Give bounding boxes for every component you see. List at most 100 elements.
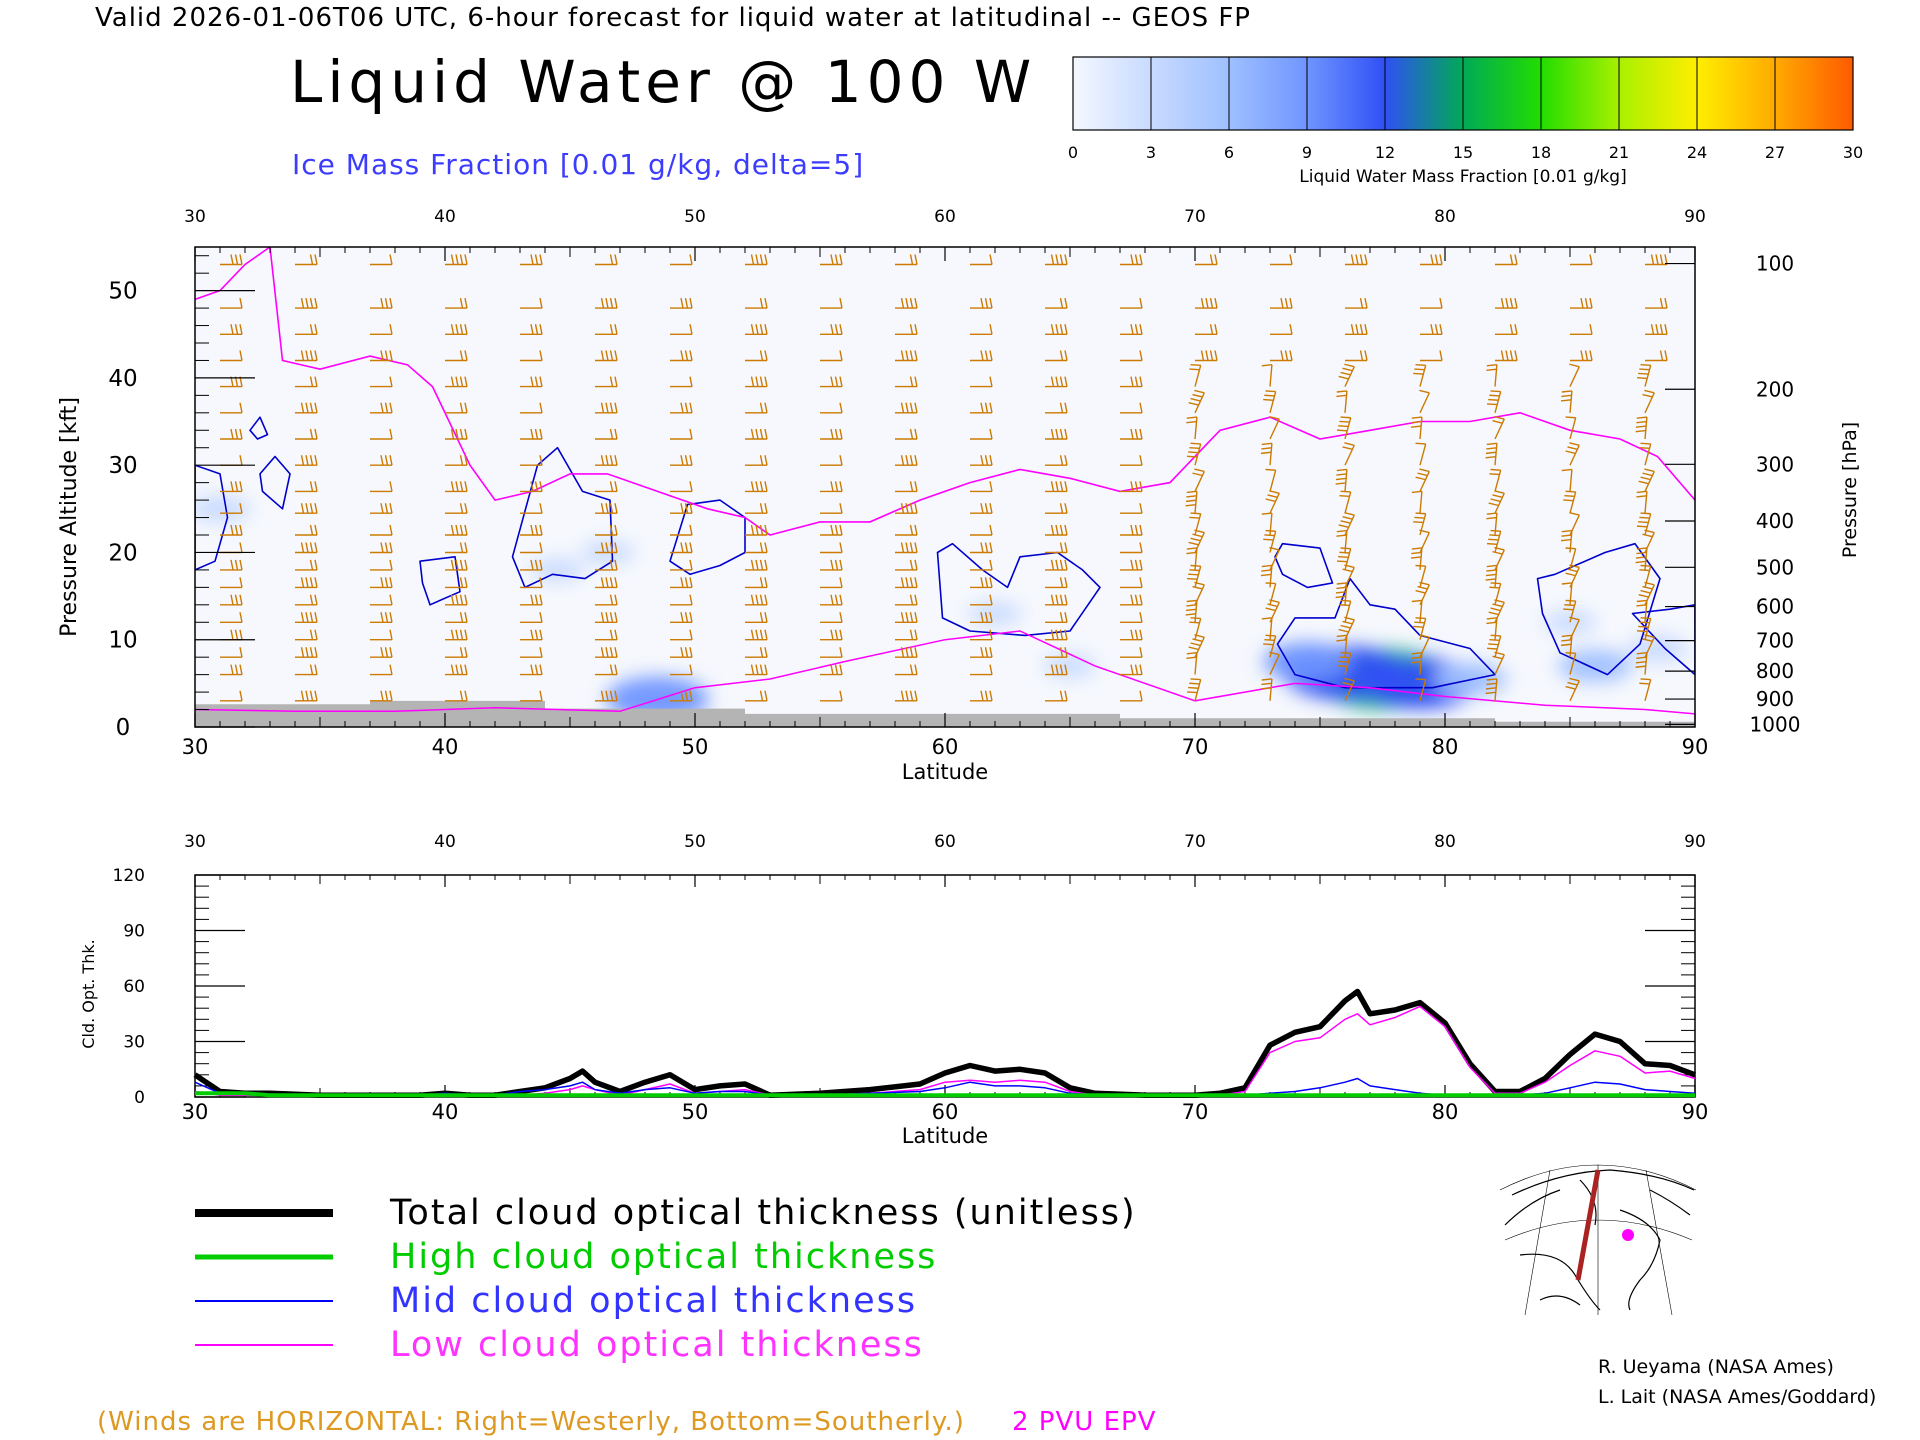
wind-barb [1569, 363, 1580, 387]
wind-barb [820, 376, 843, 388]
wind-barb [1189, 363, 1202, 387]
x-axis-title: Latitude [902, 760, 988, 784]
x-tick-label-bottom: 30 [182, 735, 209, 759]
wind-barb [670, 455, 693, 466]
wind-barb [970, 594, 993, 606]
wind-barb [1120, 503, 1143, 514]
y-tick-label: 60 [123, 977, 145, 997]
wind-barb [1486, 529, 1502, 553]
wind-barb [1495, 324, 1518, 335]
wind-barb [445, 324, 468, 335]
wind-barb [295, 402, 318, 414]
colorbar-tick-label: 30 [1843, 143, 1863, 162]
colorbar-tick-label: 3 [1146, 143, 1156, 162]
x-tick-label-bottom: 40 [432, 735, 459, 759]
wind-barb [370, 524, 393, 536]
optical-thickness-panel: 30 30 40 40 50 50 60 60 70 70 80 80 90 90 0 30 60 90 120 La… [79, 832, 1708, 1148]
wind-barb [895, 647, 918, 658]
wind-barb [295, 664, 318, 676]
wind-barb [1260, 678, 1273, 701]
wind-barb [1185, 599, 1198, 623]
wind-barb [595, 455, 618, 466]
credits: R. Ueyama (NASA Ames) L. Lait (NASA Ames… [1598, 1356, 1876, 1408]
wind-barb [1639, 678, 1652, 701]
wind-barb [820, 559, 843, 571]
wind-barb [1195, 324, 1218, 335]
wind-barb [745, 524, 768, 536]
wind-barb [295, 524, 318, 536]
wind-barb [445, 559, 468, 571]
wind-barb [970, 629, 993, 641]
wind-barb [1265, 490, 1280, 514]
wind-barb [1561, 468, 1573, 492]
wind-barb [895, 254, 918, 266]
epv-low-level-line [195, 630, 1695, 715]
wind-barb [1636, 599, 1648, 623]
wind-barb [820, 629, 843, 641]
legend: Total cloud optical thickness (unitless)… [195, 1193, 1137, 1365]
colorbar-tick-label: 18 [1531, 143, 1551, 162]
legend-label-total: Total cloud optical thickness (unitless) [389, 1193, 1137, 1233]
wind-barb [1485, 442, 1498, 466]
wind-barb [1336, 529, 1348, 553]
wind-barb [820, 664, 843, 676]
x-tick-label-top: 60 [934, 207, 956, 227]
wind-barb [1261, 617, 1273, 640]
ice-contour [249, 416, 269, 440]
wind-barb [1185, 490, 1198, 514]
wind-barb [295, 690, 318, 702]
wind-barb [595, 428, 618, 440]
wind-barb [895, 690, 918, 702]
wind-barb [1269, 415, 1280, 440]
wind-barb [445, 455, 468, 466]
x-tick-label-top: 80 [1434, 207, 1456, 227]
wind-barb [1560, 634, 1573, 658]
wind-barb [670, 324, 693, 335]
wind-barb [295, 455, 318, 466]
wind-barb [670, 481, 693, 493]
colorbar-tick-label: 24 [1687, 143, 1707, 162]
x-tick-label-bottom: 80 [1432, 1100, 1459, 1124]
ice-contour [195, 464, 229, 571]
wind-barb [595, 612, 618, 623]
colorbar-tick-label: 12 [1375, 143, 1395, 162]
wind-barb [595, 524, 618, 536]
wind-barb [670, 254, 693, 266]
wind-barb [445, 297, 468, 309]
wind-barb [745, 647, 768, 658]
wind-barb [1570, 297, 1593, 309]
wind-barb [1413, 363, 1427, 387]
wind-barb [220, 324, 243, 335]
wind-barb [1345, 350, 1368, 362]
wind-barb [445, 350, 468, 362]
wind-barb [295, 481, 318, 493]
wind-barb [520, 594, 543, 606]
legend-label-high: High cloud optical thickness [390, 1237, 937, 1277]
wind-barb [220, 524, 243, 536]
wind-barb [670, 402, 693, 414]
y-tick-label-left: 10 [108, 628, 137, 654]
wind-barb [1120, 690, 1143, 702]
wind-barb [895, 402, 918, 414]
wind-barb [1485, 678, 1498, 701]
valid-time-header: Valid 2026-01-06T06 UTC, 6-hour forecast… [95, 3, 1251, 33]
wind-barb [1413, 512, 1427, 536]
x-tick-label-bottom: 50 [682, 1100, 709, 1124]
wind-barb [1492, 415, 1505, 440]
wind-barb [1488, 490, 1505, 514]
wind-barb [1045, 428, 1068, 440]
x-tick-label-top: 90 [1684, 832, 1706, 852]
colorbar-tick-label: 21 [1609, 143, 1629, 162]
wind-barb [520, 297, 543, 309]
wind-barb [220, 594, 243, 606]
wind-barb [1045, 690, 1068, 702]
wind-barb [370, 324, 393, 335]
wind-barb [370, 690, 393, 702]
credit-line-1: R. Ueyama (NASA Ames) [1598, 1356, 1834, 1378]
wind-barb [295, 324, 318, 335]
y-tick-label-right: 1000 [1750, 712, 1801, 736]
wind-barb [1336, 634, 1348, 658]
page-title: Liquid Water @ 100 W [290, 48, 1037, 116]
wind-barb [1486, 617, 1498, 640]
wind-barb [370, 481, 393, 493]
